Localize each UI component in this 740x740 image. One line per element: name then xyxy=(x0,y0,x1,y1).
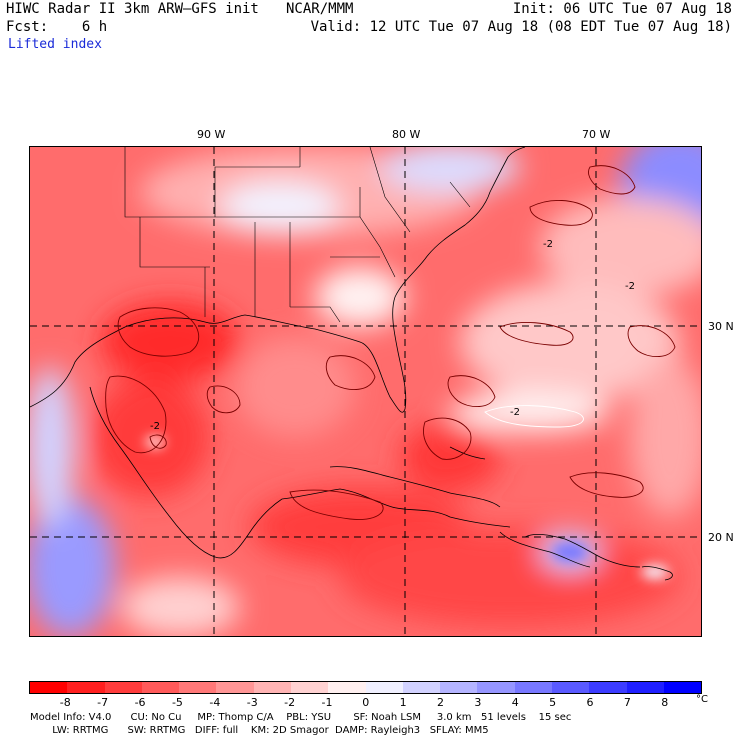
colorbar-tick-label: -1 xyxy=(321,696,333,709)
lifted-index-map: -2 -2 -2 -2 xyxy=(29,146,702,637)
colorbar-tick-label: -2 xyxy=(284,696,296,709)
colorbar-swatch xyxy=(141,682,180,693)
lon-label-80w: 80 W xyxy=(392,128,421,141)
lat-label-20n: 20 N xyxy=(708,531,734,544)
colorbar-tick-label: 8 xyxy=(661,696,669,709)
forecast-hour: Fcst: 6 h xyxy=(6,19,108,35)
colorbar-swatch xyxy=(402,682,441,693)
colorbar-tick-label: 6 xyxy=(586,696,594,709)
colorbar-swatch xyxy=(477,682,515,693)
colorbar-swatch xyxy=(290,682,329,693)
colorbar-unit: °C xyxy=(696,694,708,705)
map-canvas: -2 -2 -2 -2 xyxy=(30,147,701,636)
field-shading xyxy=(30,147,701,636)
colorbar-swatch xyxy=(253,682,291,693)
small-features xyxy=(145,436,669,579)
contour-label: -2 xyxy=(625,281,635,292)
colorbar-swatch xyxy=(30,682,68,693)
colorbar-swatch xyxy=(589,682,627,693)
colorbar-swatch xyxy=(104,682,142,693)
colorbar-tick-label: 5 xyxy=(549,696,557,709)
colorbar-swatch xyxy=(67,682,105,693)
colorbar-swatch xyxy=(551,682,590,693)
colorbar-swatch xyxy=(328,682,366,693)
colorbar-tick-label: -7 xyxy=(97,696,109,709)
colorbar-tick-label: 1 xyxy=(399,696,407,709)
init-time: Init: 06 UTC Tue 07 Aug 18 xyxy=(512,1,732,17)
li-contours xyxy=(105,165,676,520)
colorbar-tick-label: 2 xyxy=(436,696,444,709)
valid-time: Valid: 12 UTC Tue 07 Aug 18 (08 EDT Tue … xyxy=(310,19,732,35)
model-title: HIWC Radar II 3km ARW–GFS init xyxy=(6,1,259,17)
colorbar-tick-label: -6 xyxy=(134,696,146,709)
lon-label-90w: 90 W xyxy=(197,128,226,141)
colorbar-swatch xyxy=(216,682,254,693)
colorbar-swatch xyxy=(663,682,702,693)
colorbar-tick-label: -4 xyxy=(209,696,221,709)
colorbar-tick-label: 7 xyxy=(623,696,631,709)
colorbar-tick-label: 0 xyxy=(362,696,370,709)
coastlines xyxy=(30,147,673,581)
variable-name: Lifted index xyxy=(8,37,102,52)
contour-label-group: -2 -2 -2 -2 xyxy=(150,239,635,432)
model-info-line-2: LW: RRTMG SW: RRTMG DIFF: full KM: 2D Sm… xyxy=(30,725,489,736)
colorbar-swatch xyxy=(626,682,664,693)
colorbar-swatch xyxy=(365,682,403,693)
colorbar-tick-label: -3 xyxy=(246,696,258,709)
contour-label: -2 xyxy=(543,239,553,250)
lat-label-30n: 30 N xyxy=(708,320,734,333)
colorbar xyxy=(29,681,702,694)
colorbar-tick-label: 3 xyxy=(474,696,482,709)
colorbar-swatch xyxy=(440,682,478,693)
organization-label: NCAR/MMM xyxy=(286,1,354,17)
graticule xyxy=(30,147,701,636)
model-info-line-1: Model Info: V4.0 CU: No Cu MP: Thomp C/A… xyxy=(30,712,572,723)
colorbar-tick-label: -8 xyxy=(59,696,71,709)
lon-label-70w: 70 W xyxy=(582,128,611,141)
colorbar-tick-label: 4 xyxy=(511,696,519,709)
state-borders xyxy=(124,147,471,323)
contour-label: -2 xyxy=(510,407,520,418)
colorbar-swatch xyxy=(514,682,552,693)
colorbar-tick-label: -5 xyxy=(171,696,183,709)
colorbar-swatch xyxy=(179,682,217,693)
contour-label: -2 xyxy=(150,421,160,432)
